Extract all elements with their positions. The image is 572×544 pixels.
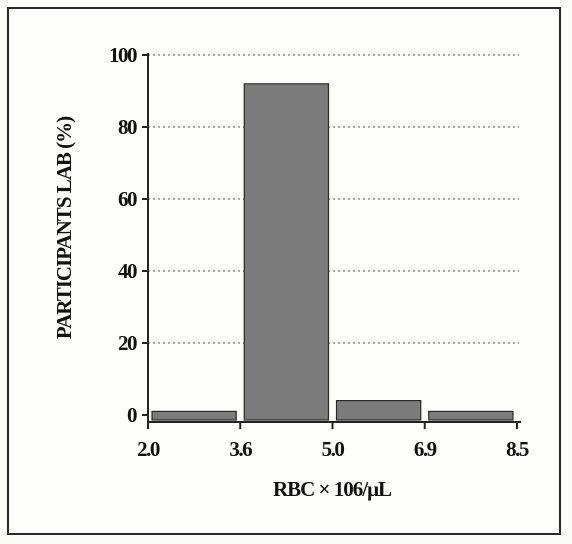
y-tick-labels: 0 20 40 60 80 100 [109,43,139,427]
x-axis-title: RBC × 106/μL [273,477,392,501]
x-tick-label: 6.9 [414,437,437,461]
grid-lines [148,54,519,344]
bar-3.6-5 [243,83,330,421]
axes [142,53,521,429]
chart-figure: 0 20 40 60 80 100 2.0 3.6 5.0 6.9 8.5 PARTICIPANT… [7,7,561,535]
y-tick-label: 40 [118,259,137,283]
x-tick-label: 5.0 [322,437,345,461]
y-tick-label: 100 [109,43,137,67]
y-axis-title: PARTICIPANTS LAB (%) [52,116,76,339]
x-tick-label: 2.0 [137,437,160,461]
bar-chart: 0 20 40 60 80 100 2.0 3.6 5.0 6.9 8.5 PARTICIPANT… [52,43,530,501]
bar-6.9-8.5 [428,410,514,421]
bars [151,83,514,421]
y-tick-label: 20 [118,331,137,355]
y-tick-label: 80 [118,115,137,139]
x-tick-labels: 2.0 3.6 5.0 6.9 8.5 [137,437,530,461]
bar-5-6.9 [335,400,422,421]
y-tick-label: 0 [127,403,137,427]
x-tick-label: 3.6 [229,437,252,461]
y-tick-label: 60 [118,187,137,211]
x-tick-label: 8.5 [506,437,529,461]
bar-2-3.6 [151,410,237,421]
